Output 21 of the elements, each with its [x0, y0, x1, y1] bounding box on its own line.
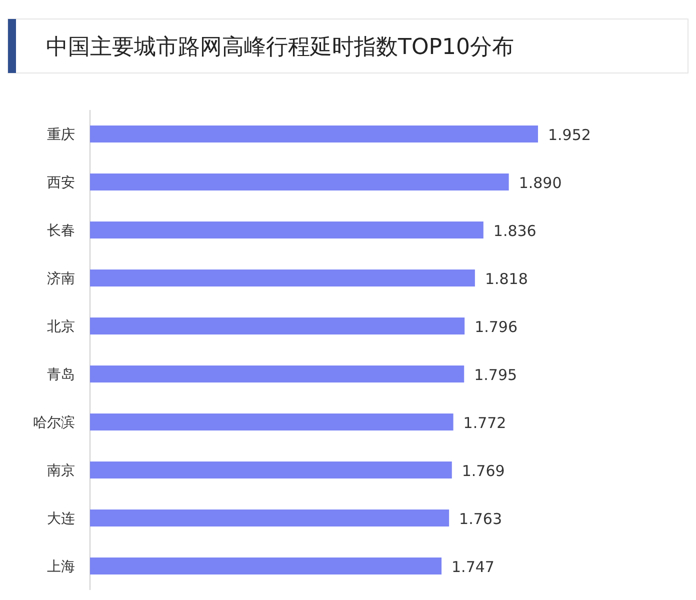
data-label: 1.769 [462, 462, 505, 480]
data-label: 1.747 [452, 558, 494, 576]
y-tick-label: 重庆 [47, 127, 75, 143]
y-tick-label: 哈尔滨 [33, 415, 75, 431]
y-tick-label: 济南 [47, 271, 75, 287]
y-tick-label: 上海 [47, 559, 75, 575]
data-label: 1.796 [474, 318, 518, 336]
y-tick-label: 北京 [47, 319, 75, 335]
data-label: 1.795 [474, 366, 518, 384]
y-tick-label: 南京 [47, 463, 75, 479]
data-label: 1.818 [484, 270, 528, 288]
data-label: 1.836 [493, 222, 536, 240]
y-tick-label: 长春 [47, 223, 75, 239]
data-label: 1.952 [548, 126, 591, 144]
data-label: 1.890 [518, 174, 562, 192]
data-label: 1.772 [463, 414, 506, 432]
data-label: 1.763 [459, 510, 502, 528]
y-tick-label: 大连 [47, 511, 75, 527]
y-tick-label: 西安 [47, 175, 75, 191]
y-tick-label: 青岛 [47, 367, 75, 383]
chart-title: 中国主要城市路网高峰行程延时指数TOP10分布 [46, 35, 514, 60]
